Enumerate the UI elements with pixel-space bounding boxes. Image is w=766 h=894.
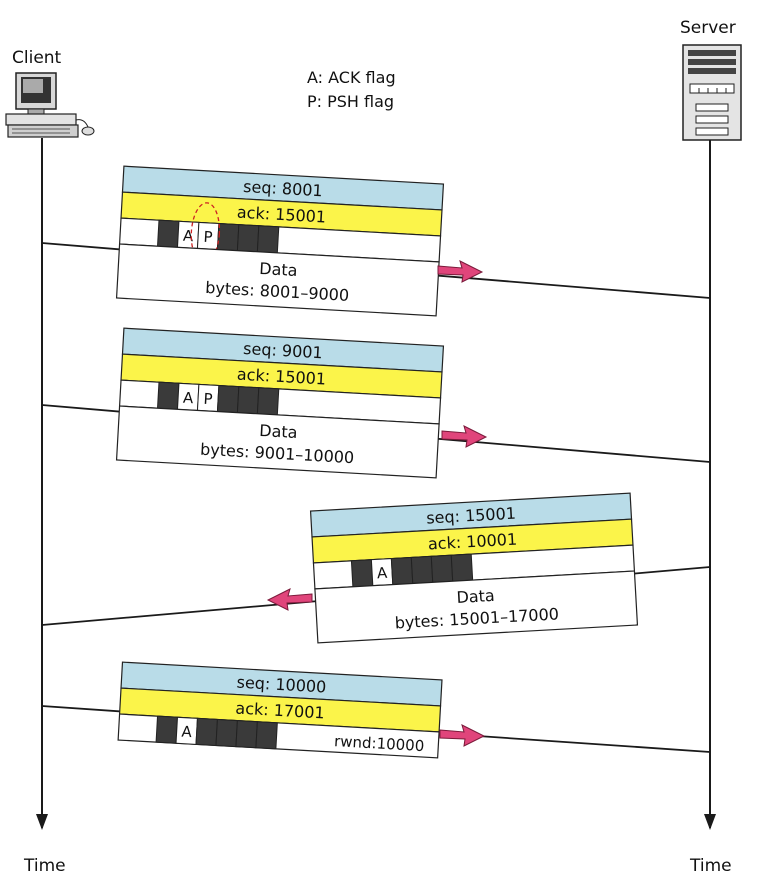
segment-3-direction-arrow	[266, 588, 313, 611]
flag-letter: A	[377, 564, 389, 583]
flag-cell	[390, 556, 414, 586]
server-icon	[682, 44, 742, 141]
ack-number: ack: 10001	[427, 530, 517, 554]
ack-number: ack: 15001	[236, 365, 326, 389]
flag-letter: A	[183, 227, 195, 246]
flag-cell	[195, 717, 218, 747]
data-title: Data	[259, 259, 298, 280]
client-label: Client	[12, 48, 62, 68]
flag-cell	[430, 554, 454, 583]
flag-cell	[256, 387, 280, 416]
segment-1-direction-arrow	[437, 260, 484, 283]
flag-cell	[450, 553, 474, 582]
data-title: Data	[259, 421, 298, 442]
ack-number: ack: 17001	[235, 699, 325, 723]
flag-cell	[410, 555, 434, 584]
legend-ack: A: ACK flag	[307, 68, 396, 87]
client-computer-icon	[5, 72, 95, 138]
flag-cell	[155, 715, 179, 744]
segment-4-direction-arrow	[439, 724, 486, 747]
flag-letter: P	[203, 228, 213, 246]
legend-psh: P: PSH flag	[307, 92, 395, 111]
data-area	[115, 405, 440, 479]
flag-cell	[156, 219, 180, 248]
seq-number: seq: 9001	[243, 339, 323, 362]
seq-number: seq: 15001	[426, 504, 517, 528]
flag-letter: A	[183, 389, 195, 408]
data-area	[115, 243, 440, 317]
seq-number: seq: 8001	[243, 177, 323, 200]
flag-cell	[156, 381, 180, 410]
segment-2-direction-arrow	[441, 425, 488, 448]
ack-number: ack: 15001	[236, 203, 326, 227]
flag-cell	[216, 223, 240, 252]
flag-cell	[350, 559, 374, 588]
flag-cell	[255, 721, 278, 750]
flag-cell	[256, 225, 280, 254]
data-area	[314, 570, 639, 644]
flag-letter: A	[181, 723, 193, 742]
flag-cell	[236, 224, 260, 253]
data-title: Data	[456, 586, 495, 607]
seq-number: seq: 10000	[236, 673, 327, 697]
client-time-label: Time	[24, 856, 66, 876]
flag-cell	[216, 385, 240, 414]
server-label: Server	[680, 18, 736, 38]
server-time-label: Time	[690, 856, 732, 876]
flag-letter: P	[203, 390, 213, 408]
flag-cell	[215, 718, 238, 748]
flag-cell	[235, 720, 258, 749]
flag-cell	[236, 386, 260, 415]
rwnd-value: rwnd:10000	[334, 732, 425, 755]
